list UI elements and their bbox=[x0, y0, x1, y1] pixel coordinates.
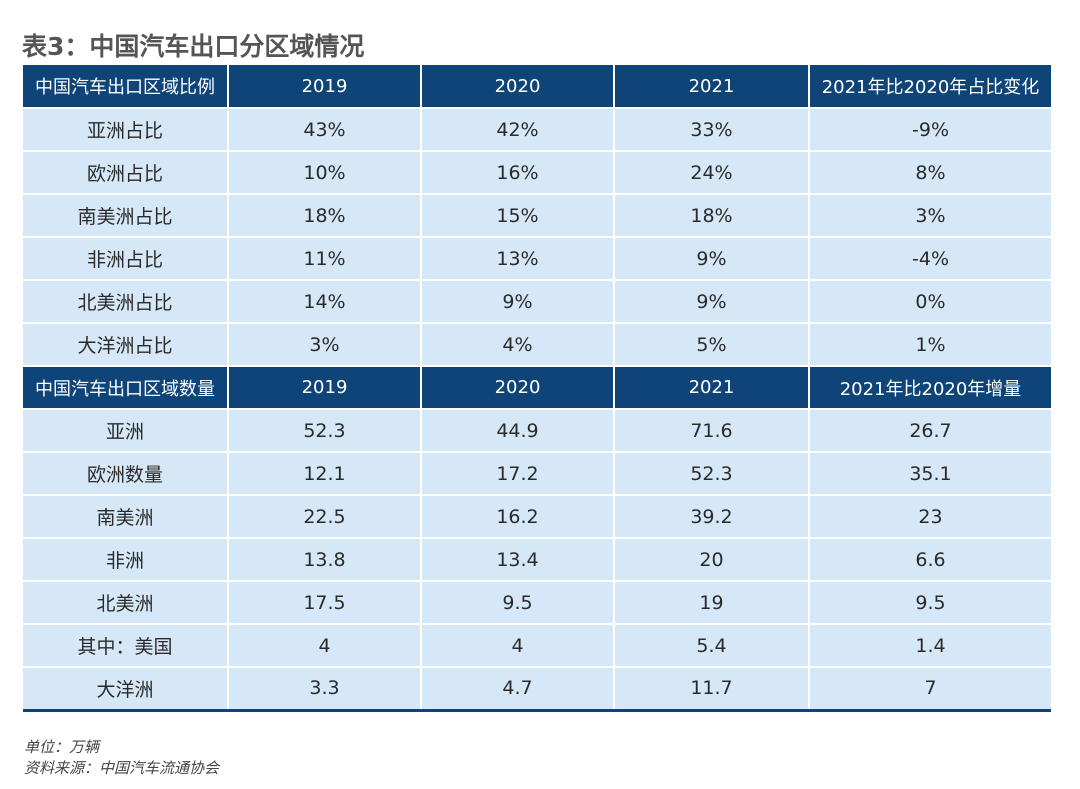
table-cell: 52.3 bbox=[228, 409, 422, 453]
table-cell: 9% bbox=[614, 237, 810, 281]
table-row: 非洲 13.8 13.4 20 6.6 bbox=[23, 538, 1051, 582]
unit-note: 单位：万辆 bbox=[24, 738, 100, 756]
row-label: 欧洲数量 bbox=[23, 452, 229, 496]
section1-header-row: 中国汽车出口区域比例 2019 2020 2021 2021年比2020年占比变化 bbox=[23, 65, 1051, 109]
table-cell: 4 bbox=[421, 624, 615, 668]
table-cell: 17.5 bbox=[228, 581, 422, 625]
table-cell: 52.3 bbox=[614, 452, 810, 496]
table-cell: 3% bbox=[809, 194, 1051, 238]
table-cell: 35.1 bbox=[809, 452, 1051, 496]
table-cell: 0% bbox=[809, 280, 1051, 324]
column-header: 2020 bbox=[421, 65, 615, 109]
table-cell: 4 bbox=[228, 624, 422, 668]
table-cell: 43% bbox=[228, 108, 422, 152]
table-row: 亚洲 52.3 44.9 71.6 26.7 bbox=[23, 409, 1051, 453]
table-row: 欧洲数量 12.1 17.2 52.3 35.1 bbox=[23, 452, 1051, 496]
table-cell: 33% bbox=[614, 108, 810, 152]
table-cell: 22.5 bbox=[228, 495, 422, 539]
table-cell: -9% bbox=[809, 108, 1051, 152]
row-label: 大洋洲占比 bbox=[23, 323, 229, 367]
table-cell: 13.8 bbox=[228, 538, 422, 582]
table-cell: 3% bbox=[228, 323, 422, 367]
export-region-table: 中国汽车出口区域比例 2019 2020 2021 2021年比2020年占比变化 亚洲占… bbox=[23, 65, 1051, 712]
row-label: 非洲占比 bbox=[23, 237, 229, 281]
table-cell: 6.6 bbox=[809, 538, 1051, 582]
table-row: 非洲占比 11% 13% 9% -4% bbox=[23, 237, 1051, 281]
table-cell: 26.7 bbox=[809, 409, 1051, 453]
table-cell: 1% bbox=[809, 323, 1051, 367]
row-label: 欧洲占比 bbox=[23, 151, 229, 195]
table-cell: 24% bbox=[614, 151, 810, 195]
table-cell: 3.3 bbox=[228, 667, 422, 712]
row-label: 北美洲 bbox=[23, 581, 229, 625]
table-row: 欧洲占比 10% 16% 24% 8% bbox=[23, 151, 1051, 195]
table-row: 北美洲占比 14% 9% 9% 0% bbox=[23, 280, 1051, 324]
column-header: 2021 bbox=[614, 65, 810, 109]
table-cell: 18% bbox=[614, 194, 810, 238]
table-cell: 8% bbox=[809, 151, 1051, 195]
table-cell: 4.7 bbox=[421, 667, 615, 712]
table-cell: 13% bbox=[421, 237, 615, 281]
table-cell: 7 bbox=[809, 667, 1051, 712]
column-header: 2019 bbox=[228, 366, 422, 410]
row-label: 其中：美国 bbox=[23, 624, 229, 668]
row-label: 南美洲占比 bbox=[23, 194, 229, 238]
row-label: 亚洲 bbox=[23, 409, 229, 453]
column-header: 2021年比2020年占比变化 bbox=[809, 65, 1051, 109]
table-row: 南美洲 22.5 16.2 39.2 23 bbox=[23, 495, 1051, 539]
table-cell: 9% bbox=[421, 280, 615, 324]
table-row: 南美洲占比 18% 15% 18% 3% bbox=[23, 194, 1051, 238]
table-cell: -4% bbox=[809, 237, 1051, 281]
table-cell: 12.1 bbox=[228, 452, 422, 496]
table-cell: 13.4 bbox=[421, 538, 615, 582]
table-cell: 39.2 bbox=[614, 495, 810, 539]
column-header: 2021年比2020年增量 bbox=[809, 366, 1051, 410]
table-cell: 11% bbox=[228, 237, 422, 281]
section-header-label: 中国汽车出口区域数量 bbox=[23, 366, 229, 410]
table-row: 大洋洲占比 3% 4% 5% 1% bbox=[23, 323, 1051, 367]
source-note: 资料来源：中国汽车流通协会 bbox=[24, 759, 220, 777]
row-label: 北美洲占比 bbox=[23, 280, 229, 324]
table-cell: 11.7 bbox=[614, 667, 810, 712]
table-cell: 14% bbox=[228, 280, 422, 324]
table-cell: 15% bbox=[421, 194, 615, 238]
column-header: 2019 bbox=[228, 65, 422, 109]
section-header-label: 中国汽车出口区域比例 bbox=[23, 65, 229, 109]
table-cell: 23 bbox=[809, 495, 1051, 539]
column-header: 2020 bbox=[421, 366, 615, 410]
table-cell: 19 bbox=[614, 581, 810, 625]
table-cell: 9.5 bbox=[421, 581, 615, 625]
table-title: 表3：中国汽车出口分区域情况 bbox=[22, 32, 365, 61]
row-label: 亚洲占比 bbox=[23, 108, 229, 152]
table-cell: 16.2 bbox=[421, 495, 615, 539]
table-row: 亚洲占比 43% 42% 33% -9% bbox=[23, 108, 1051, 152]
table-cell: 44.9 bbox=[421, 409, 615, 453]
table-cell: 5% bbox=[614, 323, 810, 367]
table-cell: 42% bbox=[421, 108, 615, 152]
row-label: 非洲 bbox=[23, 538, 229, 582]
table-cell: 18% bbox=[228, 194, 422, 238]
row-label: 大洋洲 bbox=[23, 667, 229, 712]
table-row: 北美洲 17.5 9.5 19 9.5 bbox=[23, 581, 1051, 625]
table-cell: 9% bbox=[614, 280, 810, 324]
table-cell: 71.6 bbox=[614, 409, 810, 453]
table-cell: 17.2 bbox=[421, 452, 615, 496]
row-label: 南美洲 bbox=[23, 495, 229, 539]
table-cell: 4% bbox=[421, 323, 615, 367]
table-cell: 10% bbox=[228, 151, 422, 195]
table-cell: 5.4 bbox=[614, 624, 810, 668]
table-row: 大洋洲 3.3 4.7 11.7 7 bbox=[23, 667, 1051, 712]
table-cell: 1.4 bbox=[809, 624, 1051, 668]
section2-header-row: 中国汽车出口区域数量 2019 2020 2021 2021年比2020年增量 bbox=[23, 366, 1051, 410]
table-cell: 16% bbox=[421, 151, 615, 195]
table-row: 其中：美国 4 4 5.4 1.4 bbox=[23, 624, 1051, 668]
column-header: 2021 bbox=[614, 366, 810, 410]
table-cell: 20 bbox=[614, 538, 810, 582]
table-cell: 9.5 bbox=[809, 581, 1051, 625]
